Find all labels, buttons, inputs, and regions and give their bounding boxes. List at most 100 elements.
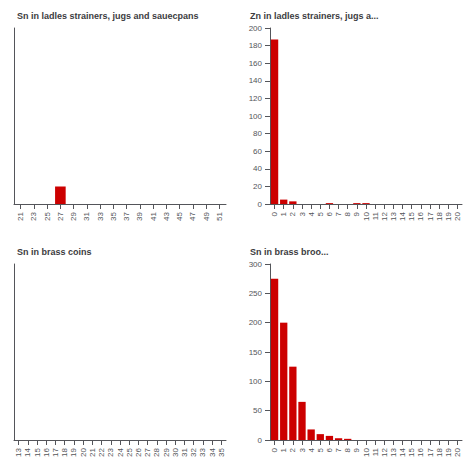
svg-text:5: 5 [316, 447, 325, 452]
svg-text:39: 39 [135, 211, 144, 220]
svg-text:Sn in ladles strainers, jugs a: Sn in ladles strainers, jugs and sauecpa… [17, 11, 199, 21]
svg-text:20: 20 [453, 447, 462, 456]
svg-text:15: 15 [407, 447, 416, 456]
svg-text:Sn in brass coins: Sn in brass coins [17, 247, 92, 257]
svg-text:6: 6 [325, 211, 334, 216]
svg-text:14: 14 [23, 447, 32, 456]
svg-text:29: 29 [162, 447, 171, 456]
svg-text:16: 16 [42, 447, 51, 456]
svg-text:13: 13 [14, 447, 23, 456]
svg-text:14: 14 [398, 211, 407, 220]
svg-text:24: 24 [116, 447, 125, 456]
svg-text:8: 8 [343, 211, 352, 216]
svg-text:80: 80 [253, 129, 262, 138]
svg-text:23: 23 [106, 447, 115, 456]
svg-text:140: 140 [249, 76, 263, 85]
svg-text:19: 19 [444, 211, 453, 220]
svg-text:0: 0 [258, 200, 263, 209]
svg-text:43: 43 [162, 211, 171, 220]
svg-text:25: 25 [43, 211, 52, 220]
svg-text:16: 16 [416, 211, 425, 220]
svg-text:35: 35 [109, 211, 118, 220]
svg-text:3: 3 [298, 447, 307, 452]
svg-text:100: 100 [249, 377, 263, 386]
svg-text:7: 7 [334, 447, 343, 452]
svg-text:9: 9 [352, 447, 361, 452]
svg-text:21: 21 [88, 447, 97, 456]
svg-text:0: 0 [258, 436, 263, 445]
svg-text:14: 14 [398, 447, 407, 456]
svg-text:9: 9 [352, 211, 361, 216]
svg-text:11: 11 [371, 447, 380, 456]
svg-text:34: 34 [208, 447, 217, 456]
svg-text:27: 27 [143, 447, 152, 456]
svg-text:40: 40 [253, 164, 262, 173]
svg-text:19: 19 [69, 447, 78, 456]
svg-text:18: 18 [60, 447, 69, 456]
svg-text:Sn in brass broo...: Sn in brass broo... [250, 247, 329, 257]
svg-text:10: 10 [362, 211, 371, 220]
svg-text:15: 15 [407, 211, 416, 220]
svg-text:25: 25 [125, 447, 134, 456]
svg-text:13: 13 [389, 447, 398, 456]
svg-text:150: 150 [249, 348, 263, 357]
svg-text:7: 7 [334, 211, 343, 216]
svg-text:49: 49 [202, 211, 211, 220]
svg-text:18: 18 [435, 447, 444, 456]
svg-text:6: 6 [325, 447, 334, 452]
svg-text:29: 29 [69, 211, 78, 220]
svg-text:51: 51 [215, 211, 224, 220]
svg-text:45: 45 [175, 211, 184, 220]
svg-text:4: 4 [307, 447, 316, 452]
svg-text:180: 180 [249, 41, 263, 50]
svg-text:19: 19 [444, 447, 453, 456]
svg-text:120: 120 [249, 94, 263, 103]
svg-text:11: 11 [371, 211, 380, 220]
svg-text:2: 2 [288, 447, 297, 452]
svg-text:16: 16 [416, 447, 425, 456]
svg-text:0: 0 [270, 211, 279, 216]
svg-text:160: 160 [249, 59, 263, 68]
svg-text:5: 5 [316, 211, 325, 216]
svg-text:31: 31 [180, 447, 189, 456]
svg-text:17: 17 [51, 447, 60, 456]
svg-text:10: 10 [362, 447, 371, 456]
svg-text:23: 23 [29, 211, 38, 220]
svg-text:200: 200 [249, 24, 263, 33]
svg-text:32: 32 [189, 447, 198, 456]
svg-text:35: 35 [217, 447, 226, 456]
svg-text:41: 41 [149, 211, 158, 220]
svg-text:250: 250 [249, 289, 263, 298]
svg-text:15: 15 [33, 447, 42, 456]
svg-text:33: 33 [198, 447, 207, 456]
svg-text:12: 12 [380, 211, 389, 220]
svg-text:200: 200 [249, 318, 263, 327]
svg-text:50: 50 [253, 406, 262, 415]
svg-text:60: 60 [253, 147, 262, 156]
svg-text:20: 20 [79, 447, 88, 456]
svg-text:4: 4 [307, 211, 316, 216]
svg-text:18: 18 [435, 211, 444, 220]
svg-text:27: 27 [56, 211, 65, 220]
svg-text:28: 28 [152, 447, 161, 456]
svg-text:2: 2 [288, 211, 297, 216]
svg-text:21: 21 [16, 211, 25, 220]
svg-text:12: 12 [380, 447, 389, 456]
svg-text:1: 1 [279, 447, 288, 452]
svg-text:33: 33 [96, 211, 105, 220]
svg-text:3: 3 [298, 211, 307, 216]
svg-text:30: 30 [171, 447, 180, 456]
svg-text:8: 8 [343, 447, 352, 452]
svg-text:22: 22 [97, 447, 106, 456]
svg-text:20: 20 [253, 182, 262, 191]
svg-text:31: 31 [82, 211, 91, 220]
svg-text:37: 37 [122, 211, 131, 220]
svg-text:26: 26 [134, 447, 143, 456]
svg-text:47: 47 [188, 211, 197, 220]
svg-text:0: 0 [270, 447, 279, 452]
svg-text:17: 17 [426, 211, 435, 220]
svg-text:13: 13 [389, 211, 398, 220]
svg-text:1: 1 [279, 211, 288, 216]
svg-text:100: 100 [249, 112, 263, 121]
svg-text:300: 300 [249, 260, 263, 269]
